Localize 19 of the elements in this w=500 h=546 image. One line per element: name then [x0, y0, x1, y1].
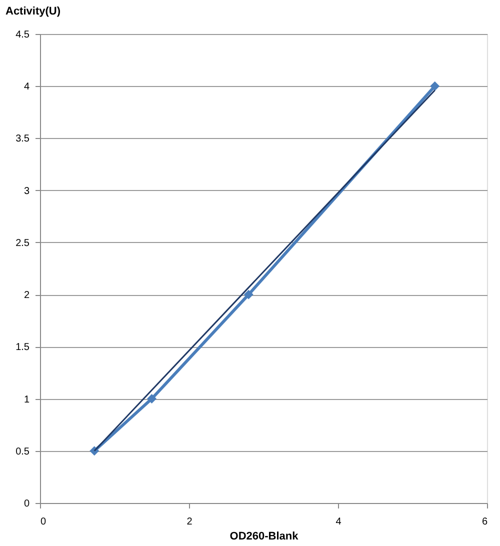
point [430, 81, 440, 91]
y-tick-label: 0.5 [16, 446, 30, 458]
x-axis-title: OD260-Blank [230, 530, 300, 542]
x-tick-label: 2 [186, 516, 193, 528]
y-tick-label: 2.5 [16, 238, 30, 249]
y-tick-label: 1.5 [16, 342, 30, 354]
x-tick-label: 4 [336, 516, 342, 528]
y-tick-label: 2 [24, 290, 30, 302]
y-tick-label: 1 [24, 394, 30, 406]
y-tick-label: 0 [24, 498, 30, 510]
y-tick-label: 4.5 [16, 30, 30, 40]
x-tick-label: 0 [40, 516, 46, 528]
y-axis-title: Activity(U) [6, 6, 61, 18]
y-tick-label: 3.5 [16, 134, 30, 145]
x-tick-label: 6 [482, 516, 488, 528]
point [147, 394, 156, 404]
point [244, 290, 254, 300]
y-tick-label: 4 [24, 82, 30, 93]
y-tick-label: 3 [24, 186, 30, 197]
